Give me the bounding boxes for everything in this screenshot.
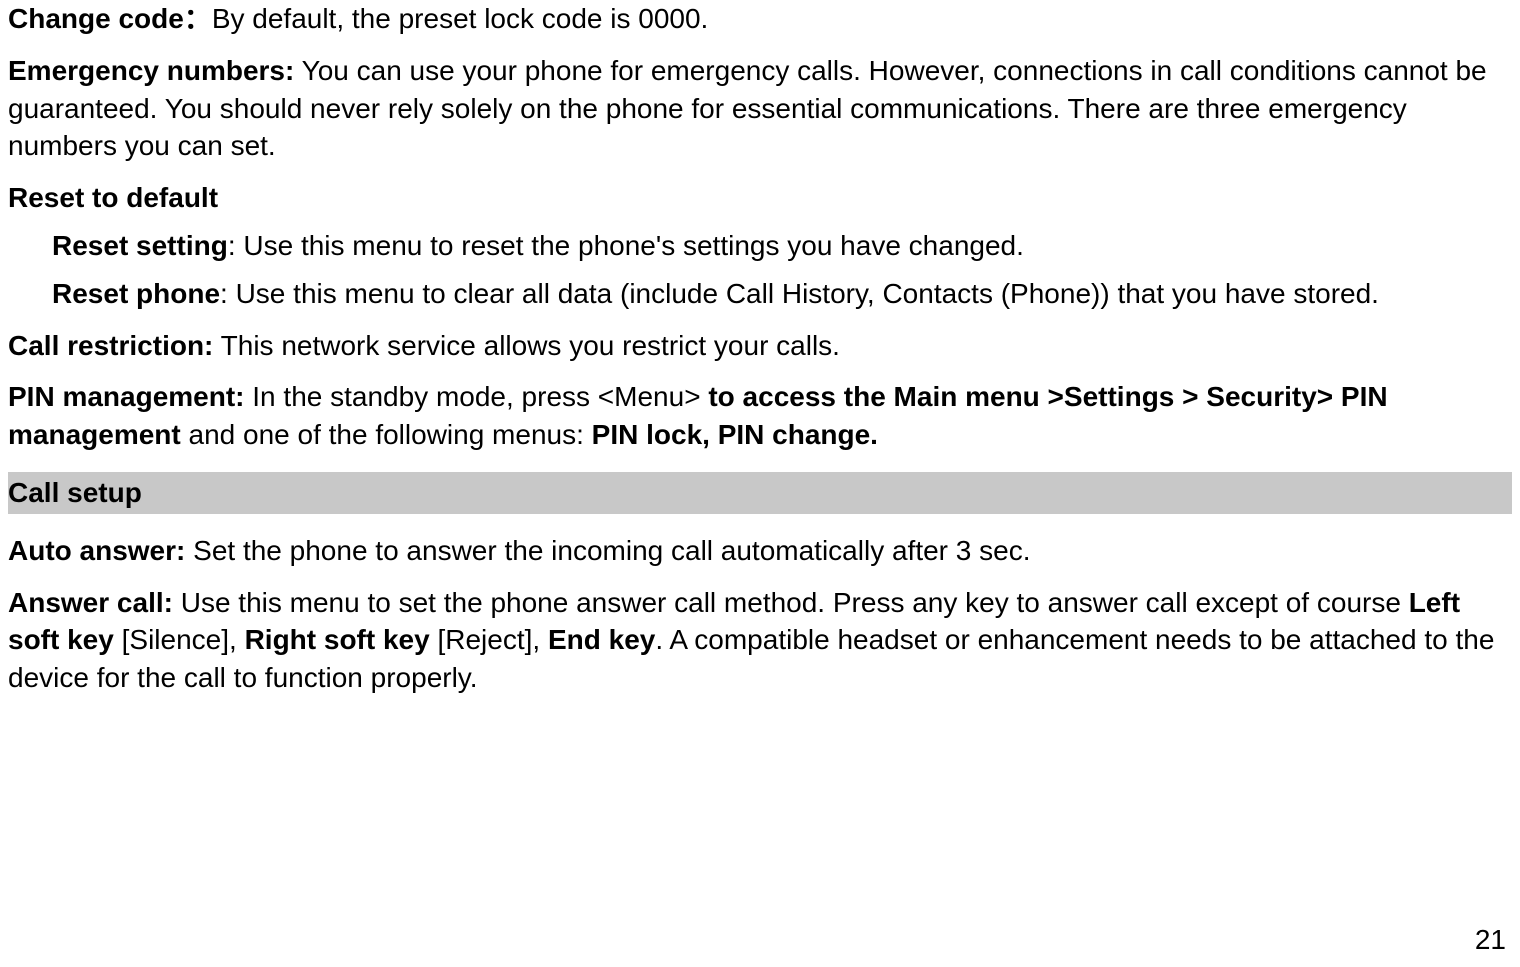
paragraph-reset-setting: Reset setting: Use this menu to reset th… bbox=[8, 227, 1512, 265]
text-answer-2: [Silence], bbox=[114, 624, 245, 655]
text-pin-2: and one of the following menus: bbox=[181, 419, 592, 450]
label-reset-phone: Reset phone bbox=[52, 278, 220, 309]
label-pin-management: PIN management: bbox=[8, 381, 245, 412]
text-answer-1: Use this menu to set the phone answer ca… bbox=[173, 587, 1409, 618]
section-header-call-setup: Call setup bbox=[8, 472, 1512, 514]
text-answer-3: [Reject], bbox=[430, 624, 548, 655]
label-end-key: End key bbox=[548, 624, 655, 655]
paragraph-answer-call: Answer call: Use this menu to set the ph… bbox=[8, 584, 1512, 697]
text-change-code: By default, the preset lock code is 0000… bbox=[212, 3, 709, 34]
text-pin-1: In the standby mode, press <Menu> bbox=[245, 381, 709, 412]
paragraph-auto-answer: Auto answer: Set the phone to answer the… bbox=[8, 532, 1512, 570]
text-reset-setting: : Use this menu to reset the phone's set… bbox=[228, 230, 1024, 261]
text-reset-phone: : Use this menu to clear all data (inclu… bbox=[220, 278, 1379, 309]
label-change-code: Change code： bbox=[8, 3, 212, 34]
label-reset-default: Reset to default bbox=[8, 182, 218, 213]
label-reset-setting: Reset setting bbox=[52, 230, 228, 261]
page-number: 21 bbox=[1475, 921, 1506, 959]
label-emergency-numbers: Emergency numbers: bbox=[8, 55, 294, 86]
paragraph-change-code: Change code：By default, the preset lock … bbox=[8, 0, 1512, 38]
label-answer-call: Answer call: bbox=[8, 587, 173, 618]
label-pin-options: PIN lock, PIN change. bbox=[592, 419, 878, 450]
paragraph-call-restriction: Call restriction: This network service a… bbox=[8, 327, 1512, 365]
paragraph-reset-default: Reset to default bbox=[8, 179, 1512, 217]
label-right-soft-key: Right soft key bbox=[245, 624, 430, 655]
paragraph-pin-management: PIN management: In the standby mode, pre… bbox=[8, 378, 1512, 454]
paragraph-emergency-numbers: Emergency numbers: You can use your phon… bbox=[8, 52, 1512, 165]
text-call-restriction: This network service allows you restrict… bbox=[213, 330, 840, 361]
paragraph-reset-phone: Reset phone: Use this menu to clear all … bbox=[8, 275, 1512, 313]
section-title: Call setup bbox=[8, 477, 142, 508]
label-call-restriction: Call restriction: bbox=[8, 330, 213, 361]
text-auto-answer: Set the phone to answer the incoming cal… bbox=[185, 535, 1030, 566]
label-auto-answer: Auto answer: bbox=[8, 535, 185, 566]
